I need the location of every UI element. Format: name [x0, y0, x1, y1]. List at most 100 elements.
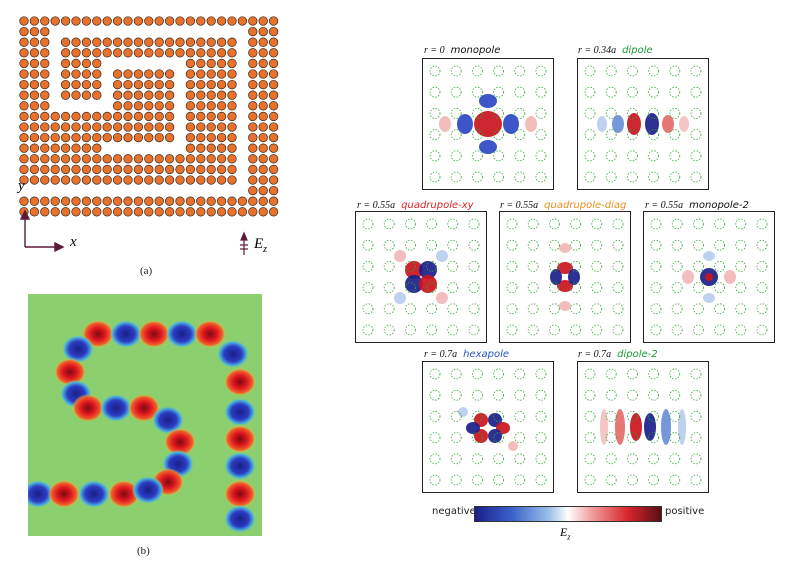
field-negative-lobe [110, 320, 142, 348]
mode-field-lobe [661, 409, 671, 445]
dielectric-rod [268, 132, 279, 143]
dielectric-rod [29, 207, 40, 217]
dielectric-rod [19, 101, 29, 111]
dielectric-rod [40, 16, 50, 26]
dielectric-rod [258, 132, 268, 143]
dielectric-rod [133, 111, 144, 122]
dielectric-rod [227, 143, 237, 153]
dielectric-rod [29, 69, 40, 79]
rod-outline [669, 171, 681, 183]
rod-outline [605, 389, 617, 401]
mode-field-dipole-2 [584, 368, 702, 486]
dielectric-rod [71, 58, 81, 69]
rod-outline [693, 218, 704, 230]
dielectric-rod [185, 164, 196, 175]
dielectric-rod [185, 154, 196, 164]
dielectric-rod [216, 164, 227, 175]
dielectric-rod [92, 37, 102, 47]
rod-outline [627, 129, 638, 140]
dielectric-rod [164, 79, 175, 90]
dielectric-rod [258, 196, 268, 206]
dielectric-rod [216, 207, 227, 217]
dielectric-rod [206, 90, 216, 100]
dielectric-rod [144, 132, 154, 143]
dielectric-rod [196, 90, 206, 100]
dielectric-rod [81, 111, 92, 122]
dielectric-rod [19, 90, 29, 100]
dielectric-rod [19, 111, 29, 122]
dielectric-rod [196, 154, 206, 164]
dielectric-rod [71, 143, 81, 153]
dielectric-rod [29, 175, 40, 185]
rod-outline [669, 129, 681, 140]
rod-outline [648, 129, 659, 140]
dielectric-rod [144, 69, 154, 79]
rod-outline [584, 432, 596, 443]
dielectric-rod [29, 16, 40, 26]
rod-outline [549, 303, 560, 315]
rod-outline [493, 171, 504, 183]
dielectric-rod [123, 154, 133, 164]
dielectric-rod [144, 90, 154, 100]
mode-field-lobe [557, 262, 573, 274]
mode-title-dipole-2: r = 0.7a dipole-2 [578, 349, 658, 360]
dielectric-rod [196, 101, 206, 111]
rod-outline [450, 171, 462, 183]
dielectric-rod [216, 69, 227, 79]
mode-field-lobe [612, 115, 624, 133]
dielectric-rod [112, 132, 123, 143]
colorbar-quantity-label: Ez [560, 525, 570, 541]
dielectric-rod [185, 132, 196, 143]
rod-outline [450, 65, 462, 77]
dielectric-rod [29, 111, 40, 122]
dielectric-rod [268, 122, 279, 132]
rod-outline [584, 86, 596, 98]
rod-outline [648, 65, 659, 77]
rod-outline [714, 261, 725, 272]
dielectric-rod [185, 79, 196, 90]
mode-field-lobe [703, 251, 715, 261]
dielectric-rod [144, 175, 154, 185]
dielectric-rod [112, 101, 123, 111]
dielectric-rod [268, 154, 279, 164]
rod-outline [549, 324, 560, 336]
rod-outline [472, 432, 483, 443]
rod-outline [527, 218, 539, 230]
dielectric-rod [133, 196, 144, 206]
dielectric-rod [71, 207, 81, 217]
dielectric-rod [268, 58, 279, 69]
dielectric-rod [268, 111, 279, 122]
mode-field-monopole-2 [650, 218, 768, 336]
rod-outline [514, 389, 526, 401]
dielectric-rod [40, 143, 50, 153]
rod-outline [612, 239, 624, 251]
rod-outline [648, 171, 659, 183]
rod-outline [514, 411, 526, 422]
dielectric-rod [248, 48, 258, 58]
rod-outline [584, 171, 596, 183]
dielectric-rod [248, 26, 258, 37]
dielectric-rod [81, 207, 92, 217]
dielectric-rod [175, 207, 185, 217]
rod-outline [506, 282, 518, 293]
dielectric-rod [123, 90, 133, 100]
dielectric-rod [206, 111, 216, 122]
mode-field-lobe [405, 275, 423, 293]
rod-outline [693, 239, 704, 251]
mode-field-lobe [645, 113, 659, 135]
mode-field-lobe [557, 280, 573, 292]
rod-outline [591, 261, 603, 272]
dielectric-rod [227, 79, 237, 90]
mode-name: hexapole [463, 349, 510, 360]
dielectric-rod [248, 164, 258, 175]
dielectric-rod [112, 154, 123, 164]
dielectric-rod [154, 79, 164, 90]
mode-field-lobe [600, 409, 608, 445]
rod-outline [756, 261, 768, 272]
dielectric-rod [50, 143, 60, 153]
rod-outline [429, 150, 441, 162]
dielectric-rod [29, 79, 40, 90]
rod-outline [669, 86, 681, 98]
rod-outline [383, 282, 395, 293]
dielectric-rod [144, 48, 154, 58]
